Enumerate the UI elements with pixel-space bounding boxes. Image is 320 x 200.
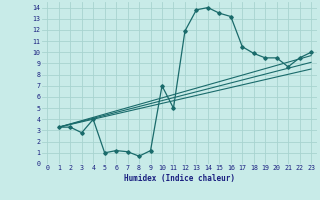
X-axis label: Humidex (Indice chaleur): Humidex (Indice chaleur): [124, 174, 235, 183]
